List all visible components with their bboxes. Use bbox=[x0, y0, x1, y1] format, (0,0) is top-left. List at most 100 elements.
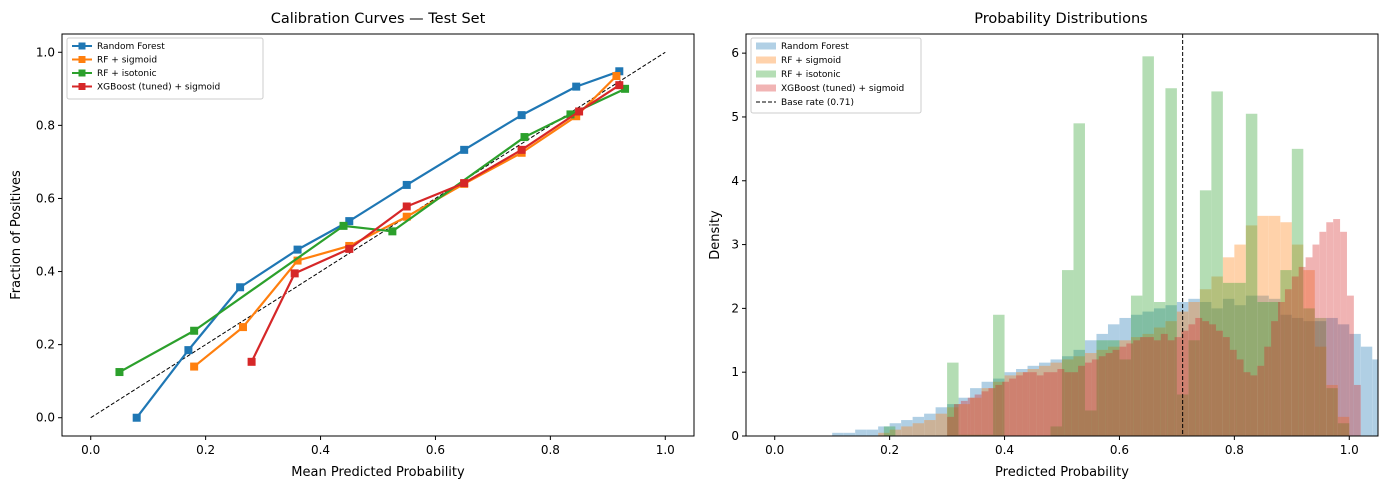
data-point bbox=[132, 413, 141, 422]
data-point bbox=[339, 221, 348, 230]
histogram-bar bbox=[1153, 327, 1166, 436]
calibration-legend: Random Forest RF + sigmoid RF + isotonic XG… bbox=[66, 37, 264, 100]
histogram-bar bbox=[1245, 295, 1258, 436]
histogram-bar bbox=[1236, 359, 1244, 436]
legend-label: Random Forest bbox=[781, 42, 849, 52]
series-line bbox=[250, 84, 620, 363]
series-rf-isotonic bbox=[115, 84, 630, 377]
legend-marker bbox=[78, 42, 86, 50]
histogram-bar bbox=[1107, 324, 1120, 436]
histogram-bar bbox=[1147, 337, 1154, 436]
histogram-bar bbox=[1326, 222, 1334, 436]
histogram-bar bbox=[1360, 346, 1373, 436]
legend-item-random-forest: Random Forest bbox=[72, 42, 165, 52]
histogram-bar bbox=[1096, 340, 1108, 436]
legend-item-base-rate: Base rate (0.71) bbox=[756, 98, 854, 108]
histogram-bar bbox=[1160, 333, 1168, 436]
y-tick-label: 0 bbox=[731, 429, 739, 443]
data-point bbox=[402, 202, 411, 211]
legend-marker bbox=[78, 56, 86, 63]
histogram-bar bbox=[947, 362, 959, 436]
histogram-bar bbox=[1291, 317, 1304, 436]
histogram-bar bbox=[1153, 340, 1161, 436]
histogram-bar bbox=[1243, 372, 1251, 436]
histogram-bar bbox=[1119, 359, 1131, 436]
histogram-bar bbox=[1105, 353, 1113, 436]
histogram-bar bbox=[1027, 365, 1040, 436]
histogram-bar bbox=[1029, 372, 1037, 436]
histogram-xgboost-tuned-sigmoid bbox=[947, 219, 1361, 436]
histogram-bar bbox=[1271, 321, 1279, 436]
y-tick-label: 5 bbox=[731, 110, 739, 124]
data-point bbox=[247, 357, 256, 366]
histogram-bar bbox=[1140, 337, 1148, 436]
histogram-bar bbox=[1096, 349, 1108, 436]
x-tick-label: 1.0 bbox=[656, 443, 675, 457]
histogram-bar bbox=[1372, 359, 1378, 436]
legend-label: Base rate (0.71) bbox=[781, 98, 854, 108]
histogram-bar bbox=[1050, 362, 1062, 436]
histogram-bar bbox=[1174, 337, 1182, 436]
histogram-bar bbox=[1062, 359, 1074, 436]
histogram-bar bbox=[1245, 113, 1258, 436]
histogram-bar bbox=[1039, 362, 1051, 436]
histogram-bar bbox=[1326, 388, 1338, 436]
histogram-bar bbox=[1084, 340, 1097, 436]
histogram-bar bbox=[1188, 302, 1200, 436]
histogram-bar bbox=[1130, 337, 1143, 436]
histogram-bar bbox=[1078, 365, 1085, 436]
histogram-bar bbox=[883, 426, 896, 436]
histogram-bar bbox=[953, 404, 961, 436]
data-point bbox=[615, 67, 624, 76]
histogram-bar bbox=[1043, 372, 1051, 436]
legend-label: Random Forest bbox=[97, 42, 165, 52]
data-point bbox=[236, 283, 245, 292]
histogram-bar bbox=[1073, 349, 1085, 436]
histogram-bar bbox=[1165, 88, 1177, 436]
y-tick-label: 2 bbox=[731, 301, 739, 315]
distribution-y-label: Density bbox=[708, 210, 723, 260]
legend-box bbox=[66, 37, 264, 100]
histogram-bar bbox=[1303, 321, 1315, 436]
histogram-bar bbox=[1064, 372, 1072, 436]
histogram-bar bbox=[993, 314, 1005, 436]
histogram-bar bbox=[1084, 353, 1097, 436]
histogram-bar bbox=[1057, 369, 1065, 436]
calibration-y-ticks: 0.0 0.2 0.4 0.6 0.8 1.0 bbox=[36, 45, 62, 425]
histogram-bar bbox=[947, 404, 959, 436]
histogram-bar bbox=[1050, 372, 1058, 436]
legend-swatch bbox=[756, 56, 776, 64]
histogram-bar bbox=[1291, 244, 1304, 436]
histogram-bar bbox=[1133, 340, 1141, 436]
y-tick-label: 0.0 bbox=[36, 411, 55, 425]
y-tick-label: 4 bbox=[731, 174, 739, 188]
histogram-bar bbox=[1319, 231, 1327, 436]
histogram-bar bbox=[1098, 356, 1106, 436]
histogram-bar bbox=[1326, 384, 1338, 436]
histogram-bar bbox=[1291, 276, 1299, 436]
calibration-panel: Calibration Curves — Test Set 0.0 0.2 0.4 0… bbox=[9, 11, 695, 480]
histogram-bar bbox=[924, 413, 936, 436]
x-tick-label: 0.2 bbox=[880, 443, 899, 457]
legend-item-xgboost-tuned-sigmoid: XGBoost (tuned) + sigmoid bbox=[72, 83, 220, 93]
histogram-bar bbox=[1107, 340, 1120, 436]
data-point bbox=[517, 145, 526, 154]
histogram-bar bbox=[1119, 340, 1131, 436]
histogram-bar bbox=[1016, 369, 1028, 436]
histogram-bar bbox=[1062, 356, 1074, 436]
histogram-bar bbox=[1167, 340, 1175, 436]
histogram-bar bbox=[1257, 302, 1281, 436]
x-tick-label: 0.2 bbox=[196, 443, 215, 457]
histogram-bar bbox=[1119, 346, 1127, 436]
legend-item-rf-sigmoid: RF + sigmoid bbox=[72, 56, 157, 66]
histogram-bar bbox=[1234, 282, 1246, 436]
legend-item-rf-sigmoid: RF + sigmoid bbox=[756, 56, 841, 66]
histogram-bar bbox=[970, 397, 982, 436]
legend-item-random-forest: Random Forest bbox=[756, 42, 849, 52]
histogram-bar bbox=[1062, 270, 1074, 436]
histogram-bar bbox=[1036, 375, 1044, 436]
distribution-panel: Probability Distributions 0.0 0.2 0.4 0.6 0.… bbox=[708, 11, 1379, 480]
y-tick-label: 0.8 bbox=[36, 118, 55, 132]
legend-label: RF + isotonic bbox=[781, 70, 841, 80]
